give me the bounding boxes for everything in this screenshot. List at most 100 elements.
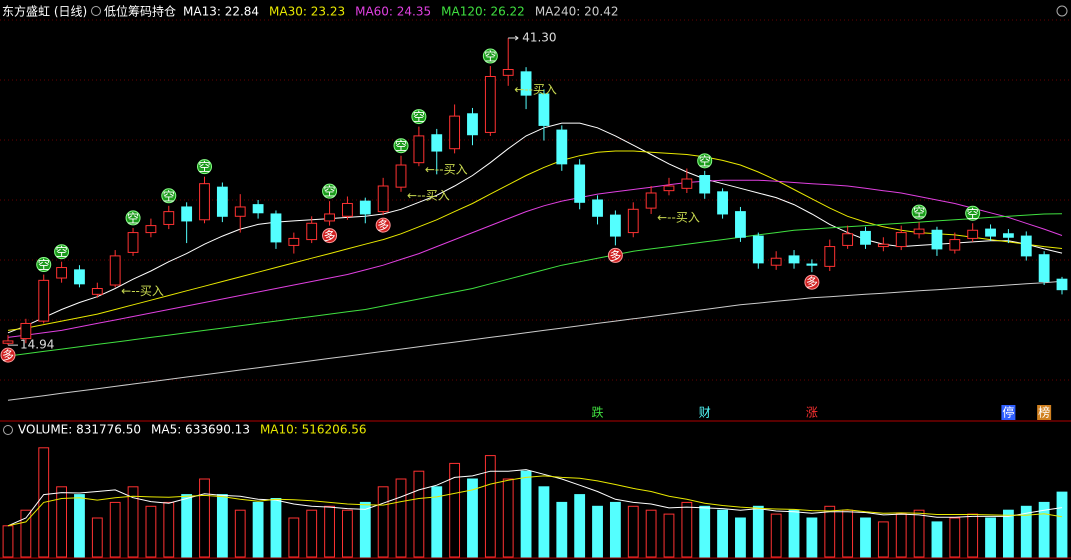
candle-body <box>252 204 264 214</box>
max-pointer <box>508 35 519 41</box>
short-signal-text: 空 <box>163 189 175 203</box>
long-signal-text: 多 <box>806 276 818 290</box>
volume-bar <box>181 494 193 558</box>
legend-entry: MA5: 633690.13 <box>151 423 250 437</box>
volume-bar <box>467 478 478 558</box>
candle-body <box>877 243 889 248</box>
min-label: 14.94 <box>20 338 54 352</box>
volume-bar <box>735 517 746 558</box>
candle-body <box>824 246 836 267</box>
volume-bar <box>520 470 532 558</box>
legend-entry: MA13: 22.84 <box>183 5 259 19</box>
volume-bar <box>699 505 711 558</box>
candle-body <box>663 185 675 192</box>
candle-body <box>735 211 746 238</box>
candle-body <box>234 206 246 217</box>
volume-bar <box>449 462 461 558</box>
candle-body <box>91 288 103 295</box>
candle-body <box>913 228 925 235</box>
candle-body <box>306 222 318 241</box>
volume-bar <box>806 517 818 558</box>
short-signal <box>36 257 52 273</box>
buy-signal: ←--买入 <box>514 82 557 96</box>
short-signal <box>411 109 427 125</box>
volume-bar <box>413 470 425 558</box>
short-signal-text: 空 <box>395 139 407 153</box>
short-signal-text: 空 <box>484 50 496 64</box>
volume-bar <box>484 455 496 558</box>
long-signal-text: 多 <box>2 349 14 363</box>
indicator-icon[interactable] <box>91 6 101 16</box>
volume-bar <box>967 513 979 558</box>
candle-body <box>538 93 550 126</box>
event-tag: 停 <box>1002 405 1014 420</box>
candle-body <box>985 228 996 237</box>
ma-line <box>7 280 1063 401</box>
legend-entry: MA60: 24.35 <box>355 5 431 19</box>
volume-bar <box>163 501 175 558</box>
short-signal <box>697 153 713 169</box>
volume-ma-line <box>7 469 1063 527</box>
volume-bar <box>74 494 85 558</box>
volume-bar <box>895 513 907 558</box>
volume-bar <box>91 517 103 558</box>
candle-body <box>38 279 50 322</box>
candle-body <box>627 208 639 234</box>
candle-body <box>931 229 943 250</box>
volume-bar <box>359 501 371 558</box>
indicator-icon[interactable] <box>3 425 13 435</box>
candle-body <box>324 213 335 222</box>
short-signal-text: 空 <box>913 206 925 220</box>
candle-body <box>145 225 157 234</box>
candle-body <box>556 129 568 165</box>
candle-body <box>609 214 621 237</box>
short-signal-text: 空 <box>699 154 711 168</box>
short-signal-text: 空 <box>127 211 139 225</box>
candle-body <box>1002 233 1014 238</box>
legend-entry: MA240: 20.42 <box>535 5 619 19</box>
ma-line <box>7 179 1063 338</box>
candle-body <box>967 229 979 239</box>
short-signal <box>161 188 177 204</box>
volume-bar <box>645 509 657 558</box>
buy-signal: ←--买入 <box>425 163 468 177</box>
volume-bar <box>752 505 764 558</box>
candle-body <box>949 239 961 251</box>
legend-entry: VOLUME: 831776.50 <box>18 423 141 437</box>
event-tag-bg <box>1001 405 1016 420</box>
event-tag-bg <box>1037 405 1052 420</box>
volume-bar <box>502 478 514 558</box>
max-label: 41.30 <box>522 31 556 45</box>
event-tag: 跌 <box>592 405 604 420</box>
candle-body <box>449 115 461 150</box>
candle-body <box>109 255 121 286</box>
volume-bar <box>56 486 68 558</box>
volume-bar <box>609 501 621 558</box>
ma-line <box>7 213 1063 357</box>
settings-icon[interactable] <box>1056 5 1068 17</box>
volume-bar <box>216 494 228 558</box>
candle-body <box>520 71 532 96</box>
volume-bar <box>627 505 639 558</box>
volume-bar <box>377 486 389 558</box>
volume-bar <box>324 505 335 558</box>
volume-ma-line <box>7 475 1063 527</box>
candle-body <box>699 175 711 194</box>
candle-body <box>502 69 514 76</box>
buy-signal: ←--买入 <box>657 210 700 224</box>
volume-bar <box>1002 509 1014 558</box>
candle-body <box>199 183 210 221</box>
long-signal <box>375 217 391 233</box>
long-signal-text: 多 <box>609 249 621 263</box>
short-signal-text: 空 <box>199 160 211 174</box>
short-signal-text: 空 <box>413 110 425 124</box>
candle-body <box>359 200 371 215</box>
candle-body <box>842 233 854 246</box>
buy-signal: ←--买入 <box>121 284 164 298</box>
volume-bar <box>145 505 157 558</box>
candle-body <box>181 206 193 222</box>
volume-bar <box>842 509 854 558</box>
candle-body <box>74 269 85 285</box>
stock-title: 东方盛虹 (日线) <box>2 4 87 19</box>
